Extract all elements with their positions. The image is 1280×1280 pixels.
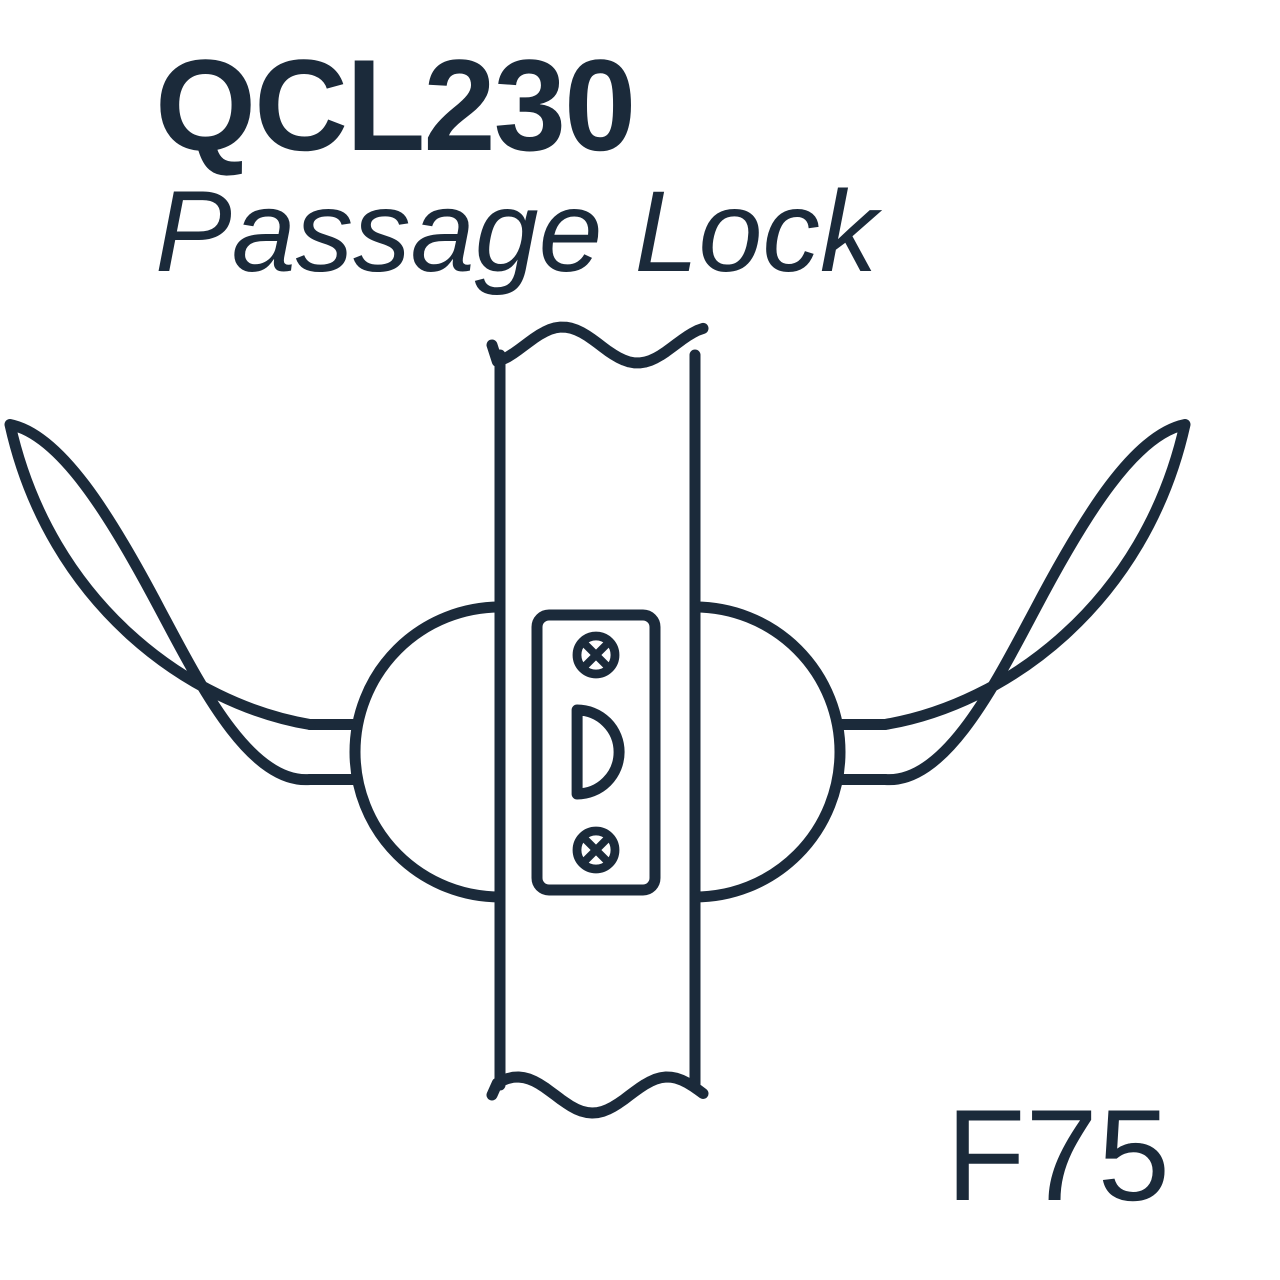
lock-diagram-svg	[0, 0, 1280, 1280]
diagram-canvas: QCL230 Passage Lock F75	[0, 0, 1280, 1280]
